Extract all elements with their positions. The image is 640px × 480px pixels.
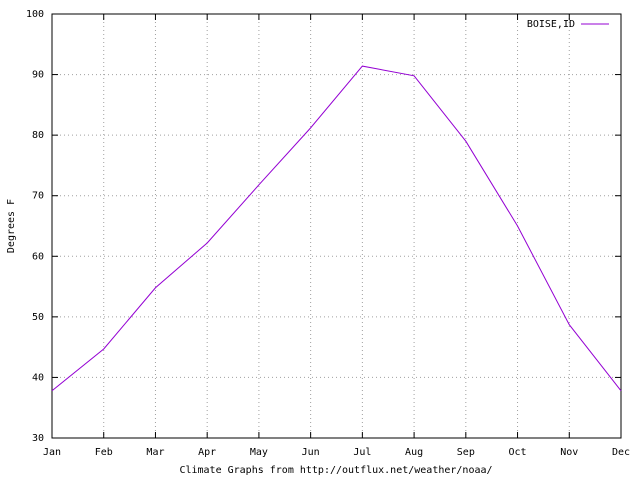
x-tick-label: Mar: [146, 447, 164, 458]
plot-border: [51, 13, 622, 439]
x-tick-label: May: [250, 447, 268, 458]
x-tick-label: Jan: [43, 447, 61, 458]
y-tick-label: 80: [32, 130, 44, 141]
x-tick-label: Jul: [353, 447, 371, 458]
x-tick-label: Aug: [405, 447, 423, 458]
x-tick-label: Jun: [302, 447, 320, 458]
y-tick-label: 50: [32, 312, 44, 323]
x-tick-label: Sep: [457, 447, 475, 458]
x-axis-label: Climate Graphs from http://outflux.net/w…: [179, 465, 492, 476]
y-tick-label: 70: [32, 191, 44, 202]
y-tick-label: 30: [32, 433, 44, 444]
y-axis-label: Degrees F: [6, 199, 17, 253]
x-tick-label: Nov: [560, 447, 578, 458]
y-tick-label: 40: [32, 372, 44, 383]
x-tick-label: Dec: [612, 447, 630, 458]
x-tick-label: Apr: [198, 447, 216, 458]
x-tick-label: Oct: [509, 447, 527, 458]
y-tick-label: 90: [32, 70, 44, 81]
y-tick-label: 60: [32, 251, 44, 262]
y-tick-label: 100: [26, 9, 44, 20]
x-tick-label: Feb: [95, 447, 113, 458]
data-line: [51, 65, 622, 392]
legend-label: BOISE,ID: [527, 19, 575, 30]
